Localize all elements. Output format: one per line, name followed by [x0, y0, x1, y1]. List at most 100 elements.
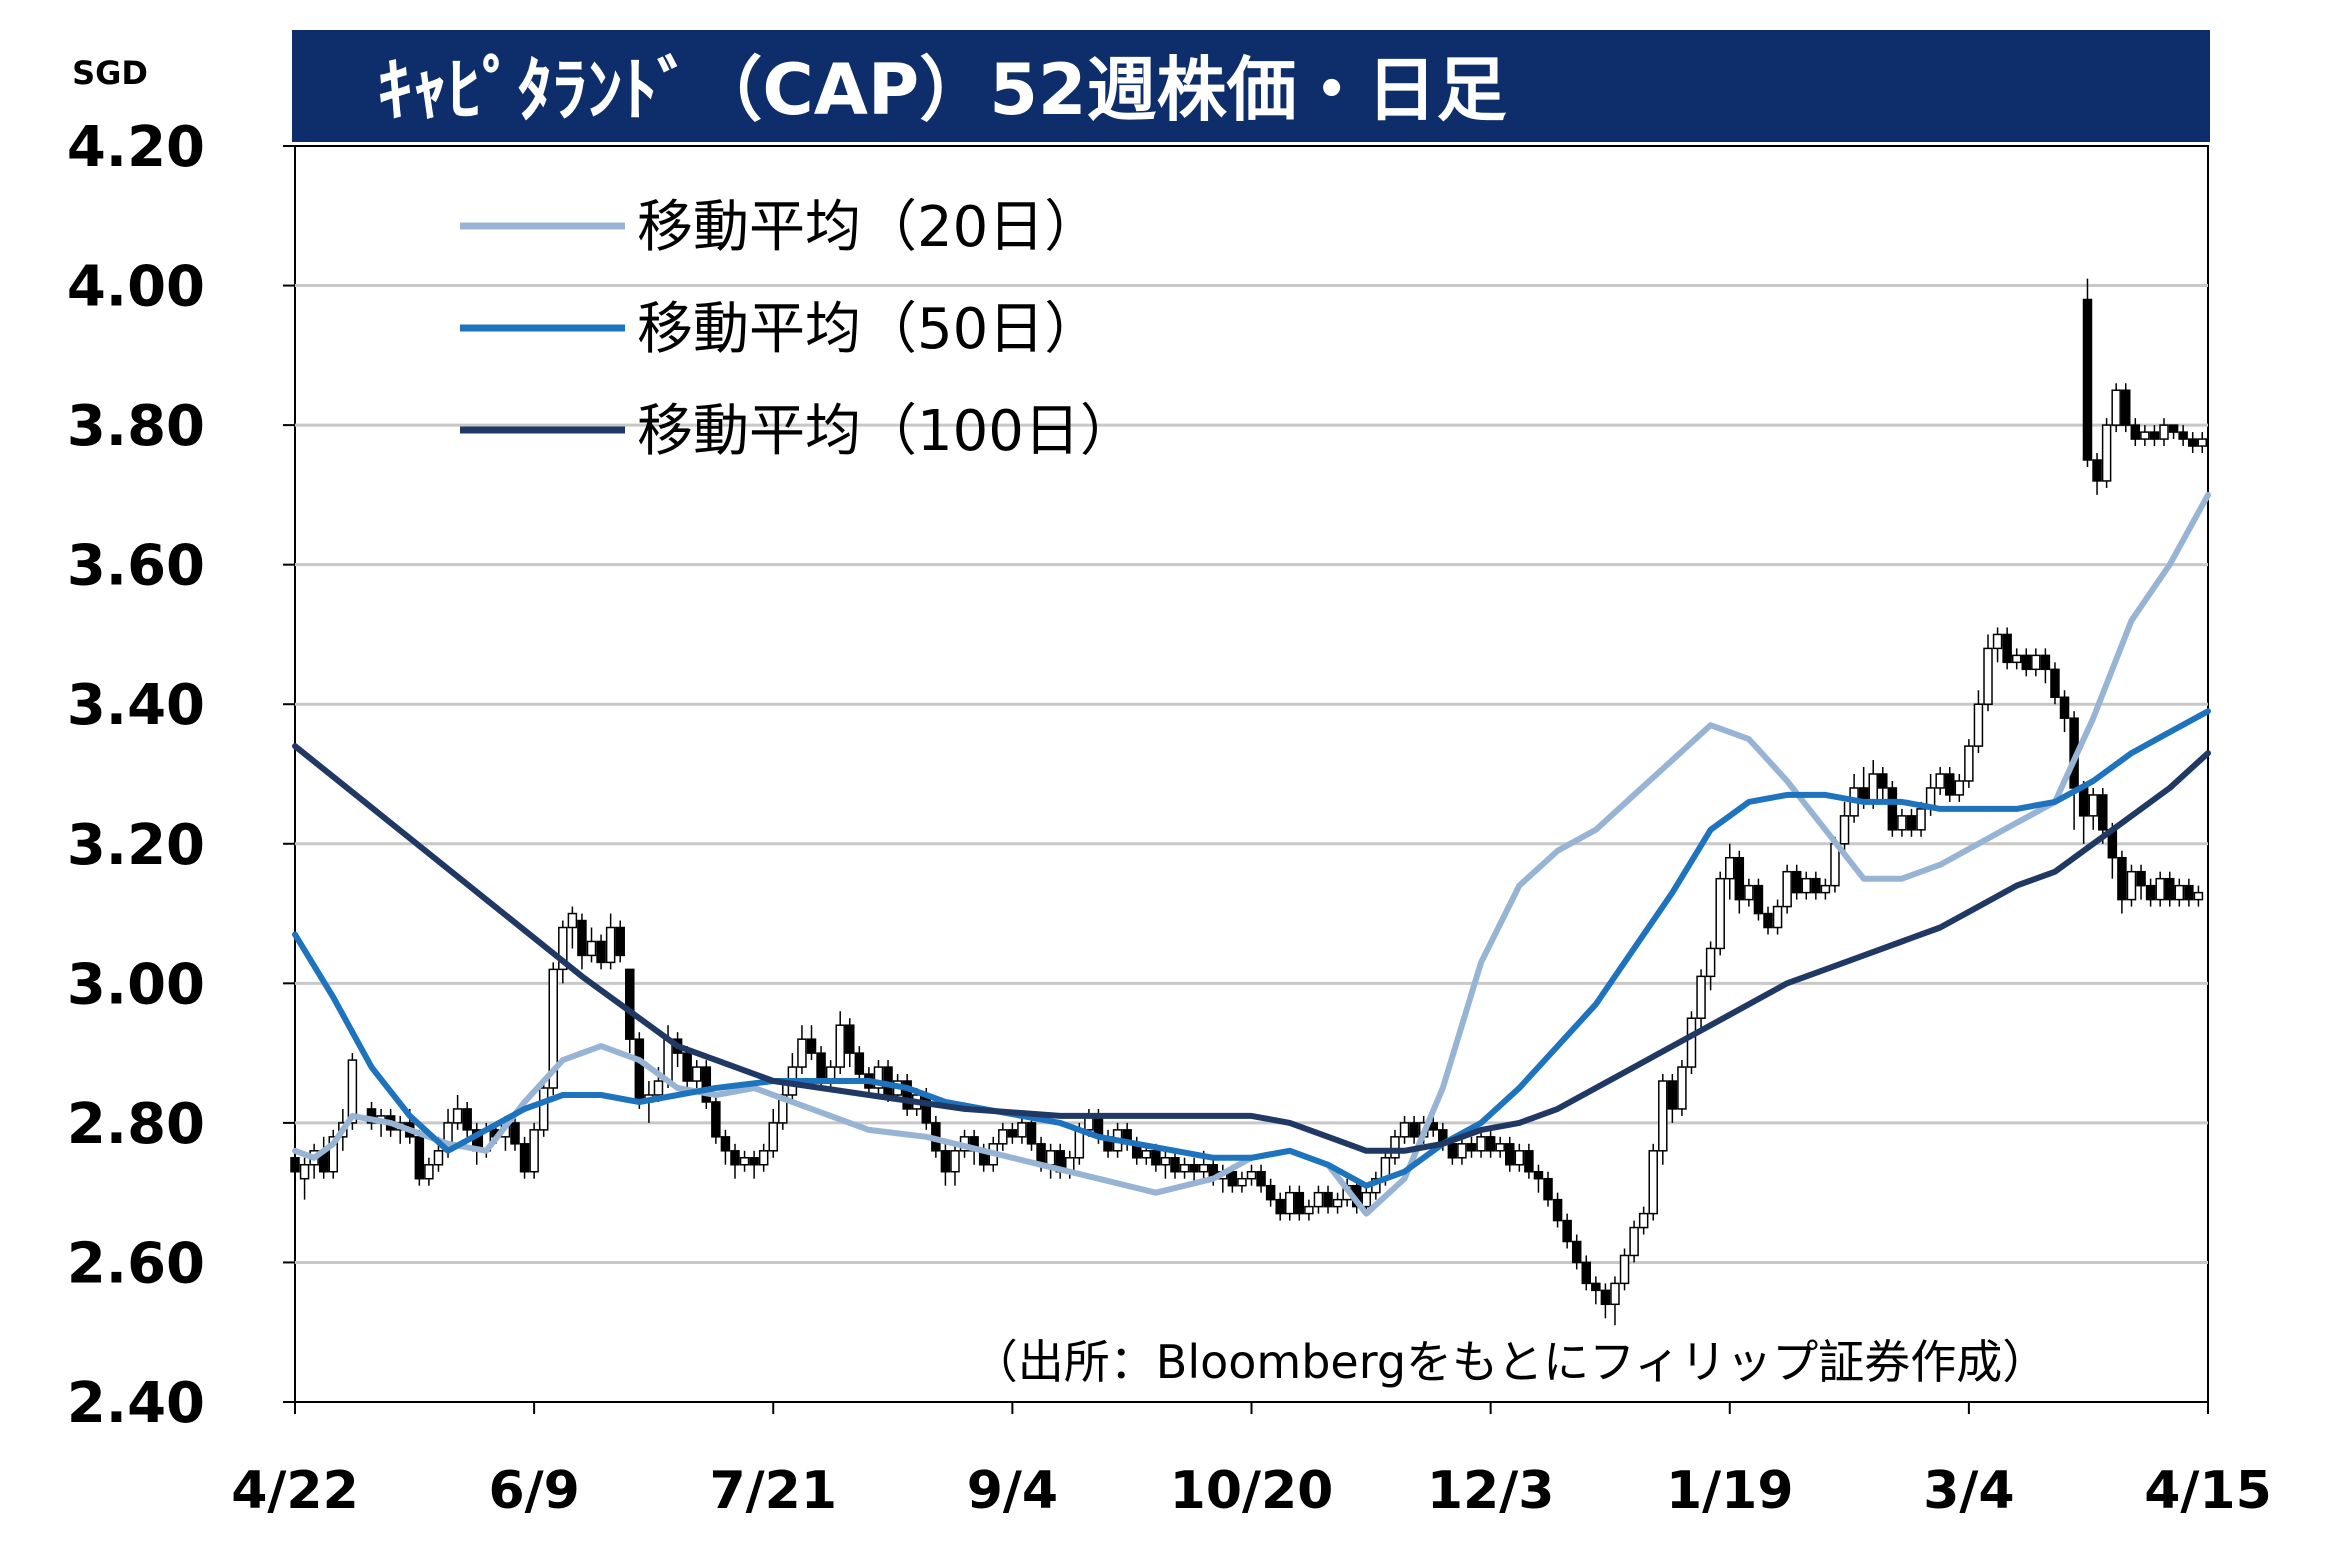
candle-body — [2149, 431, 2160, 440]
ma-line-3 — [292, 743, 2211, 1154]
candle — [1944, 767, 1955, 802]
candle-body — [586, 940, 597, 957]
candle-body — [1763, 912, 1773, 929]
candle — [845, 1018, 855, 1068]
legend-label: 移動平均（20日） — [637, 195, 1100, 260]
candle — [1591, 1276, 1601, 1305]
candle — [1897, 808, 1907, 837]
candle — [2136, 864, 2146, 900]
candle-body — [1725, 856, 1735, 880]
candle-body — [462, 1108, 472, 1131]
candle-body — [1629, 1226, 1639, 1257]
candle — [1667, 1074, 1678, 1123]
candle — [1399, 1115, 1410, 1144]
candle — [2111, 383, 2121, 433]
candle — [1237, 1171, 1247, 1193]
candle-body — [1285, 1191, 1295, 1215]
candle-body — [2092, 459, 2102, 482]
candle — [1323, 1185, 1333, 1214]
candle-body — [1457, 1143, 1467, 1159]
candle-body — [1973, 703, 1984, 747]
candle-body — [682, 1052, 692, 1082]
candle-body — [1619, 1254, 1630, 1285]
candle-body — [1141, 1150, 1152, 1159]
candle-body — [605, 926, 616, 964]
candle-body — [1916, 808, 1926, 831]
grid-lines — [295, 284, 2208, 1264]
candle — [1581, 1255, 1592, 1291]
candle — [1170, 1150, 1180, 1179]
candle — [1992, 627, 2003, 663]
candle-body — [1782, 870, 1792, 908]
candle — [1744, 878, 1754, 907]
candle-body — [730, 1150, 740, 1166]
candle — [2140, 425, 2150, 447]
candle — [462, 1101, 472, 1137]
candle-body — [1227, 1170, 1238, 1187]
candle-body — [1935, 773, 1945, 789]
candle-body — [1772, 905, 1783, 929]
candle-body — [1045, 1150, 1056, 1166]
candle — [615, 920, 625, 963]
candle — [1964, 739, 1974, 788]
candle-body — [2126, 870, 2137, 901]
candle-body — [1801, 877, 1812, 894]
candle-body — [663, 1038, 673, 1082]
candle-body — [1543, 1177, 1553, 1201]
candle-body — [1160, 1157, 1171, 1166]
candle — [1973, 690, 1984, 754]
candle-body — [1466, 1143, 1477, 1152]
candle-body — [2078, 787, 2089, 817]
candle — [902, 1074, 912, 1116]
candle-body — [998, 1129, 1008, 1145]
candle — [1610, 1276, 1620, 1326]
candle — [1763, 906, 1773, 935]
candle — [452, 1094, 463, 1130]
candle — [2193, 885, 2204, 907]
candle — [1677, 1060, 1687, 1116]
candle-body — [1151, 1150, 1161, 1166]
candle-body — [1447, 1143, 1458, 1159]
candle-body — [1696, 975, 1706, 1019]
candle-body — [1275, 1198, 1285, 1215]
candle — [424, 1157, 434, 1186]
candle — [586, 927, 597, 963]
candle — [1648, 1143, 1658, 1221]
y-tick-label: 4.20 — [67, 115, 205, 180]
plot-area — [294, 145, 2209, 1403]
y-tick-label: 2.80 — [67, 1092, 205, 1157]
candle-body — [2174, 884, 2185, 901]
candle — [1820, 878, 1831, 900]
candle — [1007, 1122, 1018, 1144]
candle-body — [1361, 1191, 1372, 1208]
candle-body — [2187, 438, 2198, 447]
candle — [2149, 425, 2160, 447]
candle-body — [778, 1094, 788, 1124]
candle — [2187, 432, 2198, 454]
candle-body — [1600, 1289, 1611, 1306]
candle-body — [1983, 647, 1993, 705]
candle — [2021, 648, 2032, 677]
candle-body — [1256, 1170, 1266, 1187]
candle-body — [1954, 780, 1965, 796]
candle — [1533, 1164, 1544, 1193]
x-tick-label: 7/21 — [709, 1461, 837, 1521]
plot-border — [294, 145, 2209, 1403]
candle — [940, 1143, 951, 1186]
candle-body — [347, 1059, 358, 1124]
candle-body — [1170, 1157, 1180, 1173]
candle — [1495, 1136, 1505, 1158]
candle — [739, 1150, 750, 1172]
candle — [510, 1115, 520, 1151]
candle-body — [2168, 424, 2179, 433]
candle — [1275, 1192, 1285, 1221]
legend: 移動平均（20日） 移動平均（50日） 移動平均（100日） — [460, 195, 1136, 464]
y-tick-label: 3.20 — [67, 813, 205, 878]
candle — [1524, 1143, 1534, 1179]
candle-body — [1677, 1066, 1687, 1110]
candle — [577, 913, 587, 970]
candle-body — [1332, 1198, 1343, 1208]
legend-label: 移動平均（50日） — [637, 297, 1100, 362]
candle-body — [1878, 773, 1888, 789]
